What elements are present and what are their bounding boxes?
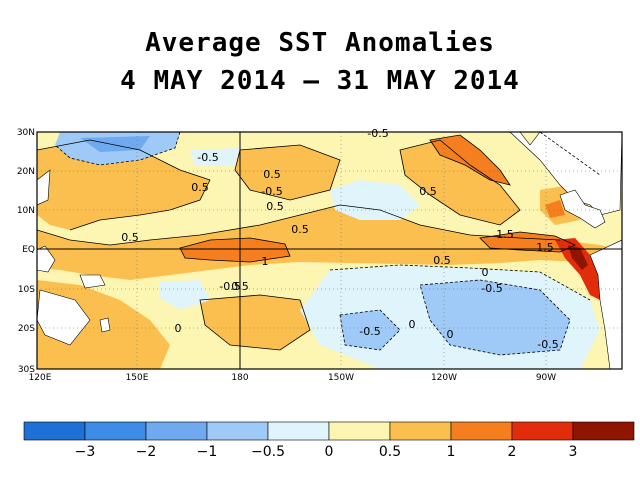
lon-label: 180 — [231, 373, 248, 383]
colorbar-tick: 1 — [447, 444, 456, 460]
lon-label: 120W — [431, 373, 457, 383]
colorbar-box — [146, 422, 207, 440]
longitude-labels: 120E 150E 180 150W 120W 90W — [29, 373, 557, 383]
contour-label: 0 — [175, 322, 182, 335]
colorbar-tick: 0.5 — [379, 444, 401, 460]
lat-label: 30N — [17, 128, 35, 138]
contour-label: 0 — [482, 266, 489, 279]
contour-label: 0.5 — [121, 231, 139, 244]
lat-label: 20S — [18, 324, 35, 334]
contour-label: -0.5 — [197, 151, 218, 164]
lon-label: 150W — [328, 373, 354, 383]
lon-label: 120E — [29, 373, 52, 383]
lon-label: 90W — [536, 373, 556, 383]
contour-label: 1.5 — [536, 241, 554, 254]
contour-label: 0.5 — [263, 168, 281, 181]
colorbar-box — [24, 422, 85, 440]
lon-label: 150E — [126, 373, 149, 383]
contour-label: 0.5 — [419, 185, 437, 198]
contour-label: -0.5 — [367, 127, 388, 140]
colorbar-box — [268, 422, 329, 440]
lat-label: 10S — [18, 285, 35, 295]
contour-label: 0 — [447, 328, 454, 341]
colorbar-box — [573, 422, 634, 440]
colorbar-tick: −0.5 — [251, 444, 285, 460]
colorbar-box — [390, 422, 451, 440]
lat-label: EQ — [22, 245, 35, 255]
contour-label: 0 — [409, 318, 416, 331]
colorbar-tick: −3 — [75, 444, 96, 460]
contour-label: -0.5 — [537, 338, 558, 351]
colorbar-box — [329, 422, 390, 440]
lat-label: 10N — [17, 206, 35, 216]
colorbar: −3 −2 −1 −0.5 0 0.5 1 2 3 — [24, 422, 634, 460]
colorbar-tick: 3 — [569, 444, 578, 460]
colorbar-tick: 0 — [325, 444, 334, 460]
contour-label: 0.5 — [191, 181, 209, 194]
lat-label: 20N — [17, 167, 35, 177]
anomaly-field — [37, 132, 622, 369]
colorbar-box — [85, 422, 146, 440]
colorbar-tick: −2 — [136, 444, 157, 460]
contour-label: 1.5 — [496, 228, 514, 241]
contour-label: -0.5 — [359, 325, 380, 338]
contour-label: 0.5 — [433, 254, 451, 267]
colorbar-ticks: −3 −2 −1 −0.5 0 0.5 1 2 3 — [75, 444, 578, 460]
colorbar-box — [207, 422, 268, 440]
colorbar-tick: 2 — [508, 444, 517, 460]
contour-label: 0.5 — [291, 223, 309, 236]
contour-label: -0.5 — [261, 185, 282, 198]
colorbar-box — [512, 422, 573, 440]
contour-label: -0.5 — [219, 280, 240, 293]
latitude-labels: 30N 20N 10N EQ 10S 20S 30S — [17, 128, 35, 375]
colorbar-tick: −1 — [197, 444, 218, 460]
colorbar-box — [451, 422, 512, 440]
contour-label: 1 — [262, 255, 269, 268]
contour-label: 0.5 — [266, 200, 284, 213]
contour-label: -0.5 — [481, 282, 502, 295]
